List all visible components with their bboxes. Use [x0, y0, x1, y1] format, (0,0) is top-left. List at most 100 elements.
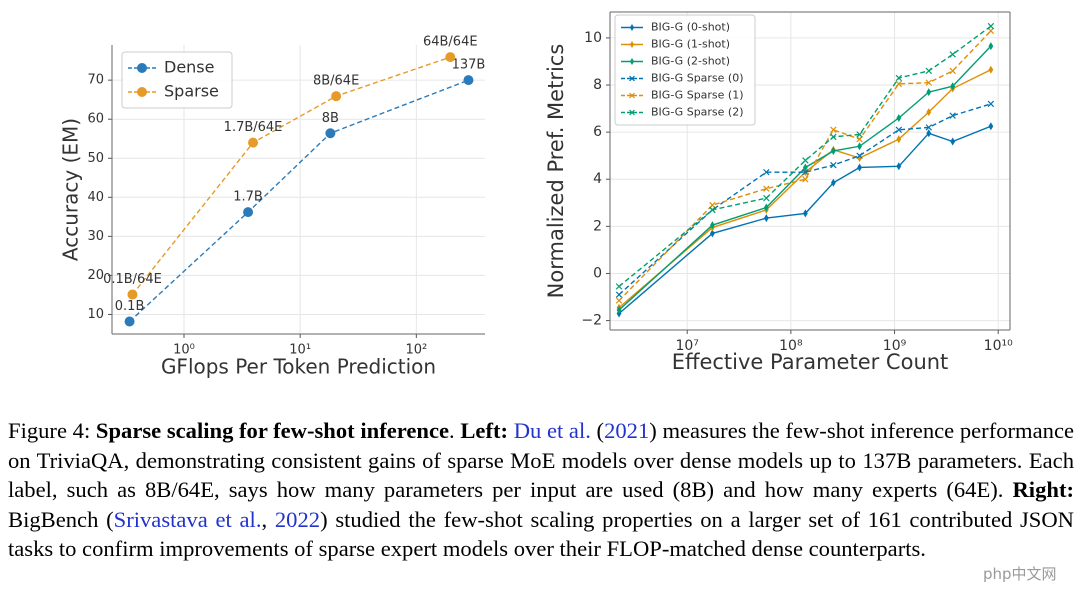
- x-tick-label: 10²: [405, 343, 427, 358]
- marker: [616, 305, 622, 314]
- marker: [987, 100, 995, 108]
- legend-label: BIG-G (1-shot): [651, 38, 730, 51]
- marker: [926, 129, 932, 138]
- marker: [856, 152, 863, 159]
- marker: [615, 291, 623, 298]
- legend-box: [614, 14, 756, 126]
- legend-label: BIG-G (2-shot): [651, 55, 730, 68]
- marker: [896, 135, 902, 144]
- marker: [763, 168, 770, 176]
- y-tick-label: 2: [593, 218, 602, 234]
- marker: [856, 135, 863, 143]
- y-tick-label: 10: [87, 307, 104, 322]
- marker: [463, 75, 474, 86]
- marker: [709, 229, 715, 238]
- marker: [988, 42, 994, 51]
- marker: [895, 80, 903, 88]
- marker: [949, 67, 956, 75]
- y-tick-label: 70: [87, 73, 104, 88]
- x-axis-label: Effective Parameter Count: [672, 350, 949, 374]
- legend-label: BIG-G (0-shot): [651, 21, 730, 34]
- marker: [830, 133, 837, 141]
- x-axis-label: GFlops Per Token Prediction: [161, 355, 436, 379]
- marker: [615, 283, 623, 290]
- marker: [709, 206, 716, 214]
- x-tick-label: 10¹⁰: [984, 338, 1013, 354]
- y-tick-label: −2: [581, 313, 602, 329]
- marker: [137, 63, 147, 73]
- marker: [949, 112, 956, 119]
- marker: [802, 157, 809, 164]
- y-tick-label: 50: [87, 151, 104, 166]
- y-tick-label: 40: [87, 190, 104, 205]
- caption-text: BigBench (: [8, 506, 114, 532]
- point-label: 64B/64E: [423, 35, 478, 50]
- marker: [988, 122, 994, 131]
- marker: [857, 163, 862, 172]
- marker: [895, 126, 903, 134]
- marker: [857, 142, 862, 151]
- y-axis-label: Accuracy (EM): [59, 118, 83, 261]
- marker: [629, 58, 635, 65]
- x-tick-label: 10¹: [289, 343, 311, 358]
- y-tick-label: 30: [87, 229, 104, 244]
- point-label: 1.7B: [233, 190, 263, 205]
- marker: [243, 207, 254, 218]
- citation-link[interactable]: Du et al.: [513, 418, 591, 443]
- legend-label: Dense: [164, 58, 214, 77]
- point-label: 8B/64E: [313, 74, 359, 89]
- y-tick-label: 6: [593, 124, 602, 140]
- marker: [124, 316, 135, 327]
- citation-link[interactable]: Srivastava et al.: [113, 506, 262, 532]
- series-line: [618, 69, 992, 309]
- marker: [925, 67, 933, 75]
- marker: [926, 88, 932, 97]
- marker: [987, 22, 995, 30]
- marker: [137, 87, 147, 97]
- caption-bold: Right:: [1012, 477, 1074, 503]
- marker: [629, 75, 635, 82]
- point-label: 0.1B: [115, 299, 145, 314]
- citation-link[interactable]: 2022: [274, 506, 321, 532]
- marker: [629, 24, 635, 31]
- y-tick-label: 20: [87, 268, 104, 283]
- marker: [709, 201, 716, 209]
- series-line: [618, 25, 992, 287]
- y-axis-label: Normalized Pref. Metrics: [544, 44, 568, 299]
- citation-link[interactable]: 2021: [604, 418, 650, 443]
- marker: [926, 108, 932, 117]
- y-tick-label: 0: [593, 265, 602, 281]
- caption-bold: Sparse scaling for few-shot inference: [95, 418, 450, 443]
- marker: [802, 168, 809, 176]
- caption-text: ) studied the few-shot scaling propertie…: [8, 506, 1075, 562]
- marker: [802, 209, 808, 218]
- marker: [896, 114, 902, 122]
- marker: [763, 185, 770, 192]
- marker: [987, 27, 995, 35]
- marker: [763, 214, 769, 223]
- marker: [856, 131, 863, 138]
- caption-text: ,: [261, 506, 275, 532]
- marker: [950, 82, 956, 91]
- legend-label: Sparse: [164, 82, 219, 101]
- caption-text: (: [590, 418, 605, 443]
- y-tick-label: 8: [593, 77, 602, 93]
- marker: [988, 65, 994, 74]
- point-label: 1.7B/64E: [224, 120, 283, 135]
- marker: [830, 146, 836, 155]
- legend-label: BIG-G Sparse (1): [651, 89, 744, 102]
- y-tick-label: 60: [87, 112, 104, 127]
- caption: Figure 4: Sparse scaling for few-shot in…: [8, 416, 1074, 564]
- marker: [629, 41, 635, 48]
- marker: [709, 221, 715, 230]
- caption-text: .: [449, 418, 461, 443]
- marker: [830, 126, 837, 134]
- marker: [763, 194, 770, 202]
- marker: [830, 178, 836, 187]
- series-line: [618, 45, 992, 311]
- marker: [248, 137, 259, 148]
- caption-text: Figure 4:: [8, 418, 96, 443]
- marker: [895, 74, 903, 82]
- x-tick-label: 10⁸: [779, 338, 803, 354]
